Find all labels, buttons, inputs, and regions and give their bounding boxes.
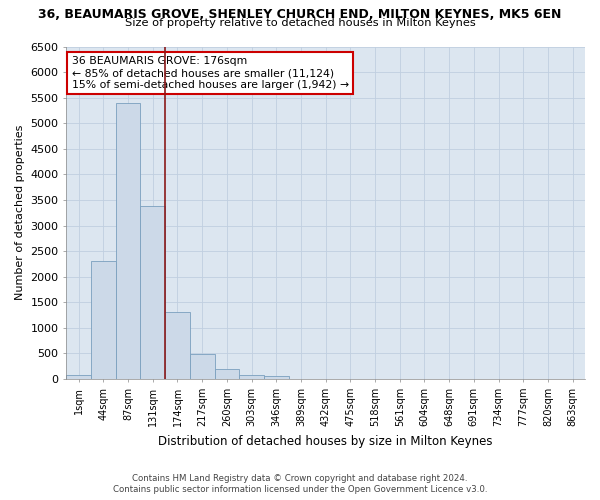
Bar	[165, 312, 190, 379]
Bar	[140, 206, 165, 379]
Bar	[91, 262, 116, 379]
Text: 36, BEAUMARIS GROVE, SHENLEY CHURCH END, MILTON KEYNES, MK5 6EN: 36, BEAUMARIS GROVE, SHENLEY CHURCH END,…	[38, 8, 562, 20]
Bar	[215, 370, 239, 379]
Text: 36 BEAUMARIS GROVE: 176sqm
← 85% of detached houses are smaller (11,124)
15% of : 36 BEAUMARIS GROVE: 176sqm ← 85% of deta…	[71, 56, 349, 90]
Bar	[289, 378, 313, 379]
X-axis label: Distribution of detached houses by size in Milton Keynes: Distribution of detached houses by size …	[158, 434, 493, 448]
Text: Size of property relative to detached houses in Milton Keynes: Size of property relative to detached ho…	[125, 18, 475, 28]
Bar	[338, 378, 363, 379]
Bar	[313, 378, 338, 379]
Bar	[67, 375, 91, 379]
Bar	[264, 376, 289, 379]
Bar	[190, 354, 215, 379]
Bar	[239, 375, 264, 379]
Bar	[116, 103, 140, 379]
Y-axis label: Number of detached properties: Number of detached properties	[15, 125, 25, 300]
Text: Contains HM Land Registry data © Crown copyright and database right 2024.
Contai: Contains HM Land Registry data © Crown c…	[113, 474, 487, 494]
